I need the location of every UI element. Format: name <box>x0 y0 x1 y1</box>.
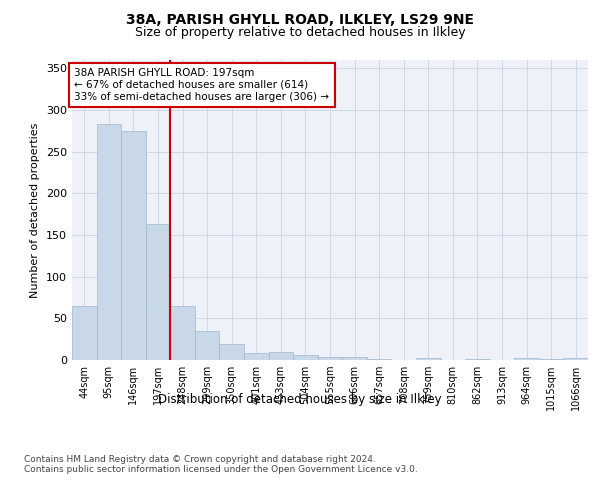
Bar <box>465 359 490 360</box>
Text: Size of property relative to detached houses in Ilkley: Size of property relative to detached ho… <box>134 26 466 39</box>
Bar <box>244 352 269 360</box>
Bar <box>121 131 146 360</box>
Bar <box>269 352 293 360</box>
Bar <box>539 359 563 360</box>
Bar <box>563 358 588 360</box>
Bar <box>318 356 342 360</box>
Y-axis label: Number of detached properties: Number of detached properties <box>31 122 40 298</box>
Text: Contains HM Land Registry data © Crown copyright and database right 2024.
Contai: Contains HM Land Registry data © Crown c… <box>24 455 418 474</box>
Text: Distribution of detached houses by size in Ilkley: Distribution of detached houses by size … <box>158 392 442 406</box>
Text: 38A PARISH GHYLL ROAD: 197sqm
← 67% of detached houses are smaller (614)
33% of : 38A PARISH GHYLL ROAD: 197sqm ← 67% of d… <box>74 68 329 102</box>
Bar <box>220 344 244 360</box>
Bar <box>514 358 539 360</box>
Bar <box>195 331 220 360</box>
Bar <box>416 358 440 360</box>
Bar <box>72 306 97 360</box>
Bar <box>97 124 121 360</box>
Bar <box>170 306 195 360</box>
Bar <box>146 224 170 360</box>
Bar <box>367 359 391 360</box>
Bar <box>293 355 318 360</box>
Bar <box>342 356 367 360</box>
Text: 38A, PARISH GHYLL ROAD, ILKLEY, LS29 9NE: 38A, PARISH GHYLL ROAD, ILKLEY, LS29 9NE <box>126 12 474 26</box>
